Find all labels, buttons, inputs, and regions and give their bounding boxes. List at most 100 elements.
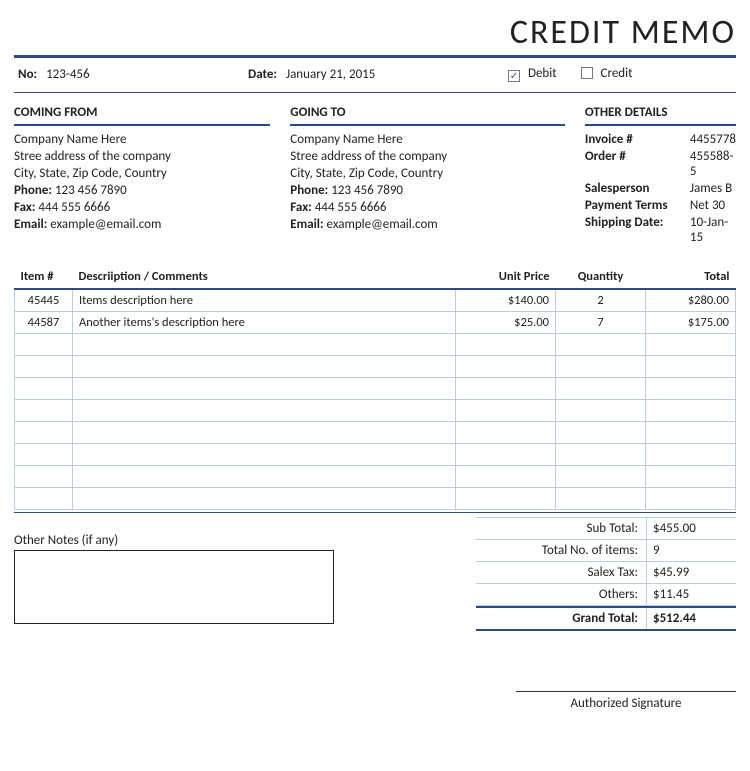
from-street: Stree address of the company <box>14 149 270 164</box>
from-fax: 444 555 6666 <box>38 200 110 215</box>
cell-total <box>646 488 736 510</box>
details-value: Net 30 <box>690 198 736 213</box>
debit-checkbox[interactable]: ✓ Debit <box>508 66 557 82</box>
th-item: Item # <box>15 265 73 289</box>
cell-qty: 2 <box>556 289 646 312</box>
cell-qty <box>556 356 646 378</box>
to-heading: GOING TO <box>290 105 565 122</box>
from-company: Company Name Here <box>14 132 270 147</box>
table-bottom-rule <box>14 512 736 513</box>
cell-desc: Items description here <box>73 289 456 312</box>
meta-row: No: 123-456 Date: January 21, 2015 ✓ Deb… <box>14 64 736 86</box>
cell-desc <box>73 378 456 400</box>
cell-unit <box>456 334 556 356</box>
meta-rule <box>14 92 736 93</box>
checkbox-icon: ✓ <box>508 70 520 82</box>
details-key: Order # <box>585 149 690 179</box>
cell-unit: $140.00 <box>456 289 556 312</box>
to-block: GOING TO Company Name Here Stree address… <box>290 105 565 247</box>
cell-unit <box>456 356 556 378</box>
credit-checkbox[interactable]: Credit <box>581 66 633 82</box>
from-city: City, State, Zip Code, Country <box>14 166 270 181</box>
cell-desc <box>73 356 456 378</box>
cell-qty <box>556 422 646 444</box>
from-block: COMING FROM Company Name Here Stree addr… <box>14 105 270 247</box>
cell-total <box>646 400 736 422</box>
cell-unit <box>456 466 556 488</box>
from-phone: 123 456 7890 <box>55 183 127 198</box>
details-value: James B <box>690 181 736 196</box>
table-row <box>15 488 736 510</box>
from-fax-label: Fax: <box>14 200 35 215</box>
cell-unit <box>456 488 556 510</box>
totals-value: $11.45 <box>646 584 736 605</box>
details-key: Payment Terms <box>585 198 690 213</box>
cell-unit <box>456 444 556 466</box>
table-row: 44587Another items's description here$25… <box>15 312 736 334</box>
details-row: Payment TermsNet 30 <box>585 198 736 213</box>
details-row: Shipping Date:10-Jan-15 <box>585 215 736 245</box>
no-label: No: <box>18 67 37 82</box>
details-row: Invoice #4455778 <box>585 132 736 147</box>
cell-item <box>15 334 73 356</box>
to-street: Stree address of the company <box>290 149 565 164</box>
cell-item <box>15 356 73 378</box>
no-value: 123-456 <box>46 67 90 82</box>
cell-item <box>15 444 73 466</box>
debit-label: Debit <box>528 66 557 81</box>
to-company: Company Name Here <box>290 132 565 147</box>
totals-block: Sub Total:$455.00Total No. of items:9Sal… <box>476 517 736 631</box>
cell-total <box>646 444 736 466</box>
table-row <box>15 422 736 444</box>
from-email: example@email.com <box>50 217 161 232</box>
items-table: Item # Descriiption / Comments Unit Pric… <box>14 265 736 510</box>
th-total: Total <box>646 265 736 289</box>
cell-qty <box>556 334 646 356</box>
cell-item <box>15 422 73 444</box>
cell-item <box>15 378 73 400</box>
to-phone: 123 456 7890 <box>331 183 403 198</box>
checkbox-icon <box>581 67 593 79</box>
cell-qty: 7 <box>556 312 646 334</box>
cell-qty <box>556 400 646 422</box>
totals-row: Others:$11.45 <box>476 584 736 606</box>
cell-total <box>646 422 736 444</box>
th-qty: Quantity <box>556 265 646 289</box>
notes-box[interactable] <box>14 550 334 624</box>
details-value: 10-Jan-15 <box>690 215 736 245</box>
cell-unit <box>456 378 556 400</box>
th-unit: Unit Price <box>456 265 556 289</box>
to-email-label: Email: <box>290 217 323 232</box>
cell-item <box>15 466 73 488</box>
totals-row: Total No. of items:9 <box>476 540 736 562</box>
totals-label: Sub Total: <box>476 518 646 539</box>
totals-value: 9 <box>646 540 736 561</box>
grand-total-value: $512.44 <box>646 608 736 629</box>
cell-desc <box>73 466 456 488</box>
details-key: Shipping Date: <box>585 215 690 245</box>
table-row <box>15 356 736 378</box>
notes-label: Other Notes (if any) <box>14 533 476 548</box>
table-row <box>15 378 736 400</box>
totals-value: $455.00 <box>646 518 736 539</box>
date-value: January 21, 2015 <box>286 67 375 82</box>
totals-value: $45.99 <box>646 562 736 583</box>
totals-label: Others: <box>476 584 646 605</box>
details-value: 455588-5 <box>690 149 736 179</box>
from-email-label: Email: <box>14 217 47 232</box>
th-desc: Descriiption / Comments <box>73 265 456 289</box>
details-key: Salesperson <box>585 181 690 196</box>
cell-unit: $25.00 <box>456 312 556 334</box>
cell-item <box>15 400 73 422</box>
cell-desc <box>73 444 456 466</box>
grand-total-label: Grand Total: <box>476 608 646 629</box>
details-row: SalespersonJames B <box>585 181 736 196</box>
table-row <box>15 444 736 466</box>
signature-label: Authorized Signature <box>516 691 736 711</box>
cell-total: $175.00 <box>646 312 736 334</box>
totals-label: Total No. of items: <box>476 540 646 561</box>
cell-desc <box>73 400 456 422</box>
totals-row: Sub Total:$455.00 <box>476 517 736 540</box>
from-heading: COMING FROM <box>14 105 270 122</box>
cell-total <box>646 334 736 356</box>
